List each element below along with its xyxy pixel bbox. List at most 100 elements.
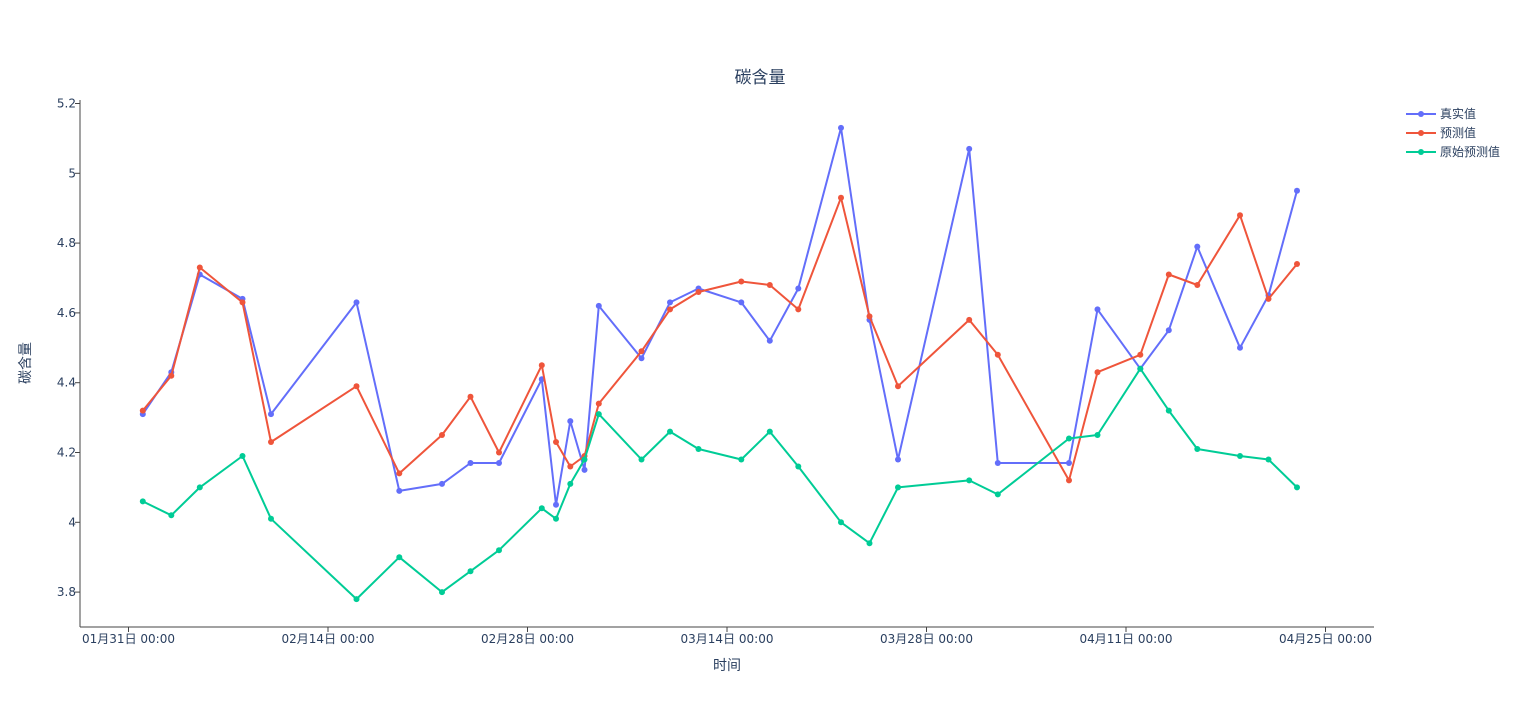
data-point[interactable] bbox=[1094, 432, 1101, 438]
data-point[interactable] bbox=[838, 194, 844, 201]
legend-item[interactable]: 预测值 bbox=[1406, 125, 1476, 140]
data-point[interactable] bbox=[538, 505, 545, 512]
data-point[interactable] bbox=[595, 400, 602, 407]
data-point[interactable] bbox=[196, 264, 203, 271]
data-point[interactable] bbox=[738, 299, 745, 306]
legend-item[interactable]: 真实值 bbox=[1406, 106, 1476, 121]
x-tick-label: 04月11日 00:00 bbox=[1080, 632, 1173, 646]
data-point[interactable] bbox=[567, 480, 574, 487]
data-point[interactable] bbox=[439, 432, 445, 438]
data-point[interactable] bbox=[994, 491, 1001, 498]
data-point[interactable] bbox=[581, 466, 588, 473]
data-point[interactable] bbox=[667, 299, 673, 306]
data-point[interactable] bbox=[795, 306, 802, 313]
data-point[interactable] bbox=[396, 554, 403, 561]
data-point[interactable] bbox=[439, 589, 445, 596]
data-point[interactable] bbox=[1137, 351, 1144, 358]
data-point[interactable] bbox=[1294, 484, 1300, 491]
data-point[interactable] bbox=[439, 480, 445, 487]
data-point[interactable] bbox=[638, 355, 645, 362]
data-point[interactable] bbox=[994, 460, 1001, 466]
data-point[interactable] bbox=[866, 540, 873, 547]
data-point[interactable] bbox=[268, 439, 274, 445]
data-point[interactable] bbox=[168, 512, 175, 519]
data-point[interactable] bbox=[1066, 460, 1072, 466]
data-point[interactable] bbox=[994, 351, 1001, 358]
data-point[interactable] bbox=[353, 383, 360, 390]
data-point[interactable] bbox=[1066, 435, 1072, 442]
data-point[interactable] bbox=[581, 456, 588, 463]
data-point[interactable] bbox=[467, 460, 474, 466]
data-point[interactable] bbox=[1165, 271, 1172, 278]
data-point[interactable] bbox=[695, 446, 702, 452]
data-point[interactable] bbox=[1294, 261, 1300, 267]
data-point[interactable] bbox=[895, 484, 901, 491]
data-point[interactable] bbox=[1194, 243, 1201, 250]
data-point[interactable] bbox=[496, 460, 502, 466]
data-point[interactable] bbox=[895, 383, 901, 390]
data-point[interactable] bbox=[638, 456, 645, 463]
data-point[interactable] bbox=[1194, 446, 1201, 452]
data-point[interactable] bbox=[353, 596, 360, 603]
data-point[interactable] bbox=[567, 463, 574, 470]
data-point[interactable] bbox=[567, 418, 574, 425]
data-point[interactable] bbox=[667, 428, 673, 435]
data-point[interactable] bbox=[667, 306, 673, 313]
data-point[interactable] bbox=[895, 456, 901, 463]
data-point[interactable] bbox=[467, 393, 474, 400]
data-point[interactable] bbox=[168, 372, 175, 379]
data-point[interactable] bbox=[467, 568, 474, 575]
data-point[interactable] bbox=[239, 453, 246, 459]
data-point[interactable] bbox=[966, 477, 973, 484]
data-point[interactable] bbox=[838, 519, 844, 526]
y-tick-label: 4.2 bbox=[57, 445, 76, 459]
data-point[interactable] bbox=[268, 515, 274, 522]
data-point[interactable] bbox=[268, 411, 274, 418]
data-point[interactable] bbox=[496, 449, 502, 456]
data-point[interactable] bbox=[1094, 306, 1101, 313]
data-point[interactable] bbox=[866, 313, 873, 320]
data-point[interactable] bbox=[553, 501, 559, 508]
data-point[interactable] bbox=[1237, 453, 1243, 459]
data-point[interactable] bbox=[766, 282, 773, 288]
data-point[interactable] bbox=[353, 299, 360, 306]
data-point[interactable] bbox=[966, 145, 973, 152]
data-point[interactable] bbox=[795, 285, 802, 292]
data-point[interactable] bbox=[595, 302, 602, 309]
data-point[interactable] bbox=[1194, 282, 1201, 288]
data-point[interactable] bbox=[396, 487, 403, 494]
data-point[interactable] bbox=[538, 362, 545, 369]
data-point[interactable] bbox=[1294, 187, 1300, 194]
data-point[interactable] bbox=[838, 124, 844, 131]
data-point[interactable] bbox=[1165, 407, 1172, 414]
data-point[interactable] bbox=[1237, 212, 1243, 219]
data-point[interactable] bbox=[1165, 327, 1172, 334]
data-point[interactable] bbox=[496, 547, 502, 554]
data-point[interactable] bbox=[1237, 344, 1243, 351]
data-point[interactable] bbox=[139, 498, 146, 505]
data-point[interactable] bbox=[738, 278, 745, 285]
data-point[interactable] bbox=[139, 407, 146, 414]
data-point[interactable] bbox=[766, 337, 773, 344]
data-point[interactable] bbox=[553, 439, 559, 445]
data-point[interactable] bbox=[239, 299, 246, 306]
data-point[interactable] bbox=[738, 456, 745, 463]
data-point[interactable] bbox=[1265, 456, 1272, 463]
x-tick-label: 02月14日 00:00 bbox=[282, 632, 375, 646]
data-point[interactable] bbox=[1265, 295, 1272, 302]
data-point[interactable] bbox=[638, 348, 645, 355]
legend-item[interactable]: 原始预测值 bbox=[1406, 144, 1500, 159]
data-point[interactable] bbox=[196, 484, 203, 491]
data-point[interactable] bbox=[695, 289, 702, 295]
series-line bbox=[142, 196, 1298, 482]
data-point[interactable] bbox=[1094, 369, 1101, 376]
data-point[interactable] bbox=[553, 515, 559, 522]
data-point[interactable] bbox=[766, 428, 773, 435]
data-point[interactable] bbox=[795, 463, 802, 470]
data-point[interactable] bbox=[966, 316, 973, 323]
data-point[interactable] bbox=[1137, 365, 1144, 372]
data-point[interactable] bbox=[396, 470, 403, 477]
data-point[interactable] bbox=[1066, 477, 1072, 484]
data-point[interactable] bbox=[595, 411, 602, 418]
